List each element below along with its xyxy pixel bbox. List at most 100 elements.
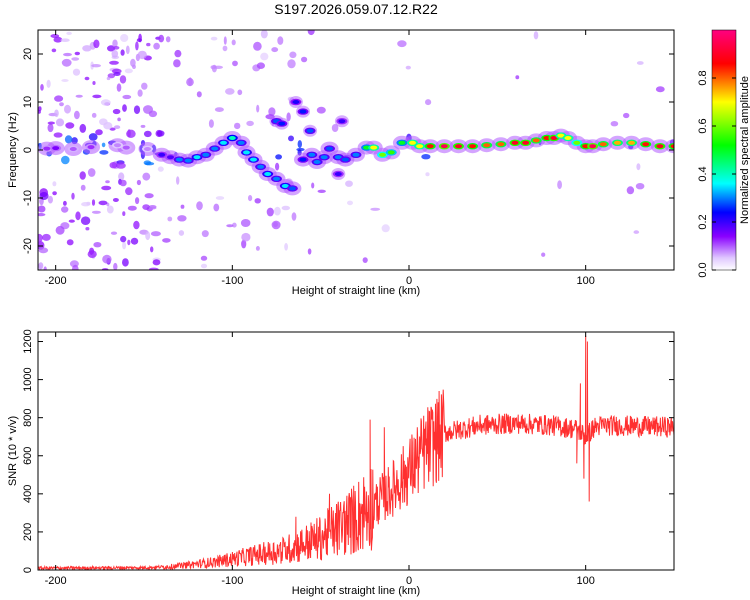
x-tick-label: 0 [406, 275, 412, 287]
noise-blob [289, 51, 297, 59]
noise-blob [140, 124, 146, 128]
noise-blob [53, 36, 63, 43]
noise-blob [59, 102, 64, 107]
noise-blob [241, 232, 251, 242]
noise-blob [50, 34, 60, 38]
noise-blob [116, 83, 122, 92]
noise-blob [125, 187, 133, 196]
noise-blob [635, 183, 645, 190]
noise-blob [150, 231, 161, 237]
noise-blob [288, 135, 294, 142]
noise-blob [152, 259, 161, 266]
noise-blob [112, 108, 121, 115]
noise-blob [80, 184, 86, 191]
colorbar-ticks: 0.0 0.2 0.4 0.6 0.8 [697, 70, 736, 278]
noise-blob [109, 162, 118, 169]
noise-blob [277, 36, 284, 45]
ridge-point [220, 140, 227, 145]
noise-blob [142, 204, 150, 211]
noise-blob [311, 182, 315, 189]
noise-blob [223, 36, 227, 45]
figure-title: S197.2026.059.07.12.R22 [274, 1, 438, 17]
noise-blob [47, 123, 54, 133]
ridge-point [122, 145, 130, 150]
colorbar-tick-label: 0.6 [697, 118, 709, 133]
noise-blob [266, 207, 274, 217]
noise-blob [113, 262, 118, 270]
ridge-point [379, 152, 386, 157]
noise-blob [43, 266, 47, 270]
ridge-point [455, 144, 462, 149]
noise-blob [226, 224, 234, 228]
noise-blob [345, 180, 353, 187]
noise-blob [85, 227, 90, 231]
noise-blob [260, 52, 269, 61]
ridge-point [167, 155, 174, 160]
y-tick-label: 0 [22, 567, 34, 573]
noise-blob [214, 107, 224, 112]
noise-blob [222, 45, 228, 52]
noise-blob [52, 181, 57, 187]
ridge-point [193, 155, 201, 160]
noise-blob [127, 239, 131, 246]
noise-blob [119, 179, 127, 187]
noise-blob [421, 154, 431, 160]
noise-blob [275, 162, 280, 171]
noise-blob [331, 124, 339, 132]
branch-point [278, 121, 286, 126]
noise-blob [307, 30, 315, 36]
noise-blob [65, 122, 75, 129]
noise-blob [425, 172, 430, 177]
ridge-point [334, 155, 342, 160]
noise-blob [636, 163, 641, 171]
noise-blob [215, 196, 225, 200]
noise-blob [127, 205, 137, 211]
noise-blob [362, 257, 368, 263]
ridge-point [273, 176, 280, 181]
noise-blob [38, 262, 44, 270]
ridge-point [550, 136, 558, 140]
spectrogram-marks [38, 30, 674, 270]
noise-blob [75, 211, 81, 221]
noise-blob [71, 57, 80, 61]
noise-blob [95, 129, 103, 136]
branch-point [306, 128, 314, 133]
noise-blob [102, 254, 112, 264]
noise-blob [107, 45, 116, 52]
noise-blob [137, 89, 143, 97]
noise-blob [74, 110, 80, 120]
noise-blob [626, 186, 635, 195]
noise-blob [51, 48, 57, 53]
noise-blob [274, 206, 281, 216]
noise-blob [162, 238, 171, 243]
ridge-point [511, 140, 519, 145]
noise-blob [137, 50, 147, 60]
noise-blob [237, 89, 243, 96]
x-tick-label: -200 [45, 275, 67, 287]
noise-blob [287, 59, 296, 69]
noise-blob [174, 49, 182, 58]
noise-blob [38, 213, 46, 217]
colorbar-tick-label: 0.0 [697, 262, 709, 277]
ridge-point [543, 136, 551, 140]
noise-blob [196, 201, 203, 211]
ridge-point [144, 147, 151, 151]
noise-blob [38, 233, 43, 243]
ridge-point [370, 145, 378, 150]
colorbar-tick-label: 0.2 [697, 214, 709, 229]
noise-blob [158, 34, 165, 43]
noise-blob [92, 94, 102, 99]
noise-blob [157, 166, 164, 172]
ridge-point [184, 158, 192, 163]
noise-blob [176, 176, 180, 185]
ridge-point [483, 143, 491, 148]
noise-blob [99, 118, 108, 126]
ridge-point [175, 157, 183, 162]
noise-blob [91, 199, 96, 206]
noise-blob [317, 189, 326, 193]
noise-blob [107, 73, 116, 79]
ridge-point [114, 143, 121, 148]
noise-blob [188, 77, 193, 86]
x-tick-label: 100 [576, 575, 594, 587]
